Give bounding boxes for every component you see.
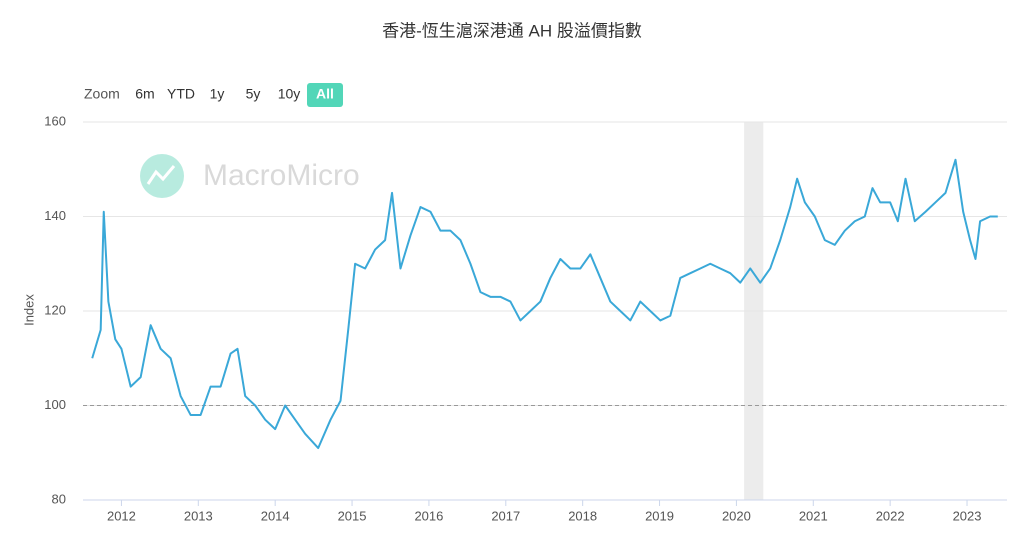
- range-button-label: 6m: [135, 86, 154, 102]
- range-button-label: 10y: [278, 86, 301, 102]
- x-tick-label: 2021: [799, 508, 828, 523]
- range-button-label: YTD: [167, 86, 195, 102]
- y-tick-label: 120: [44, 302, 66, 317]
- x-tick-label: 2017: [491, 508, 520, 523]
- x-tick-label: 2013: [184, 508, 213, 523]
- y-tick-label: 80: [52, 491, 66, 506]
- watermark-text: MacroMicro: [203, 159, 360, 192]
- x-tick-label: 2015: [338, 508, 367, 523]
- y-axis-label: Index: [21, 294, 36, 326]
- y-tick-label: 100: [44, 397, 66, 412]
- y-tick-label: 160: [44, 113, 66, 128]
- x-tick-label: 2014: [261, 508, 290, 523]
- range-button-label: 1y: [210, 86, 225, 102]
- range-button[interactable]: All: [307, 83, 343, 107]
- watermark-icon: [146, 165, 176, 185]
- range-button[interactable]: 6m: [135, 86, 154, 102]
- data-line: [91, 158, 998, 450]
- range-button[interactable]: YTD: [167, 86, 195, 102]
- x-tick-label: 2016: [414, 508, 443, 523]
- x-tick-label: 2019: [645, 508, 674, 523]
- watermark: MacroMicro: [140, 154, 360, 198]
- x-tick-label: 2023: [953, 508, 982, 523]
- x-tick-label: 2022: [876, 508, 905, 523]
- range-button-label: All: [316, 86, 334, 102]
- range-button[interactable]: 5y: [246, 86, 261, 102]
- x-tick-label: 2012: [107, 508, 136, 523]
- range-button-bg: [307, 83, 343, 107]
- y-tick-label: 140: [44, 208, 66, 223]
- range-button[interactable]: 10y: [278, 86, 301, 102]
- range-button-label: 5y: [246, 86, 261, 102]
- x-tick-label: 2020: [722, 508, 751, 523]
- chart-title: 香港-恆生滬深港通 AH 股溢價指數: [382, 21, 642, 40]
- x-tick-label: 2018: [568, 508, 597, 523]
- range-button[interactable]: 1y: [210, 86, 225, 102]
- zoom-label: Zoom: [84, 86, 120, 102]
